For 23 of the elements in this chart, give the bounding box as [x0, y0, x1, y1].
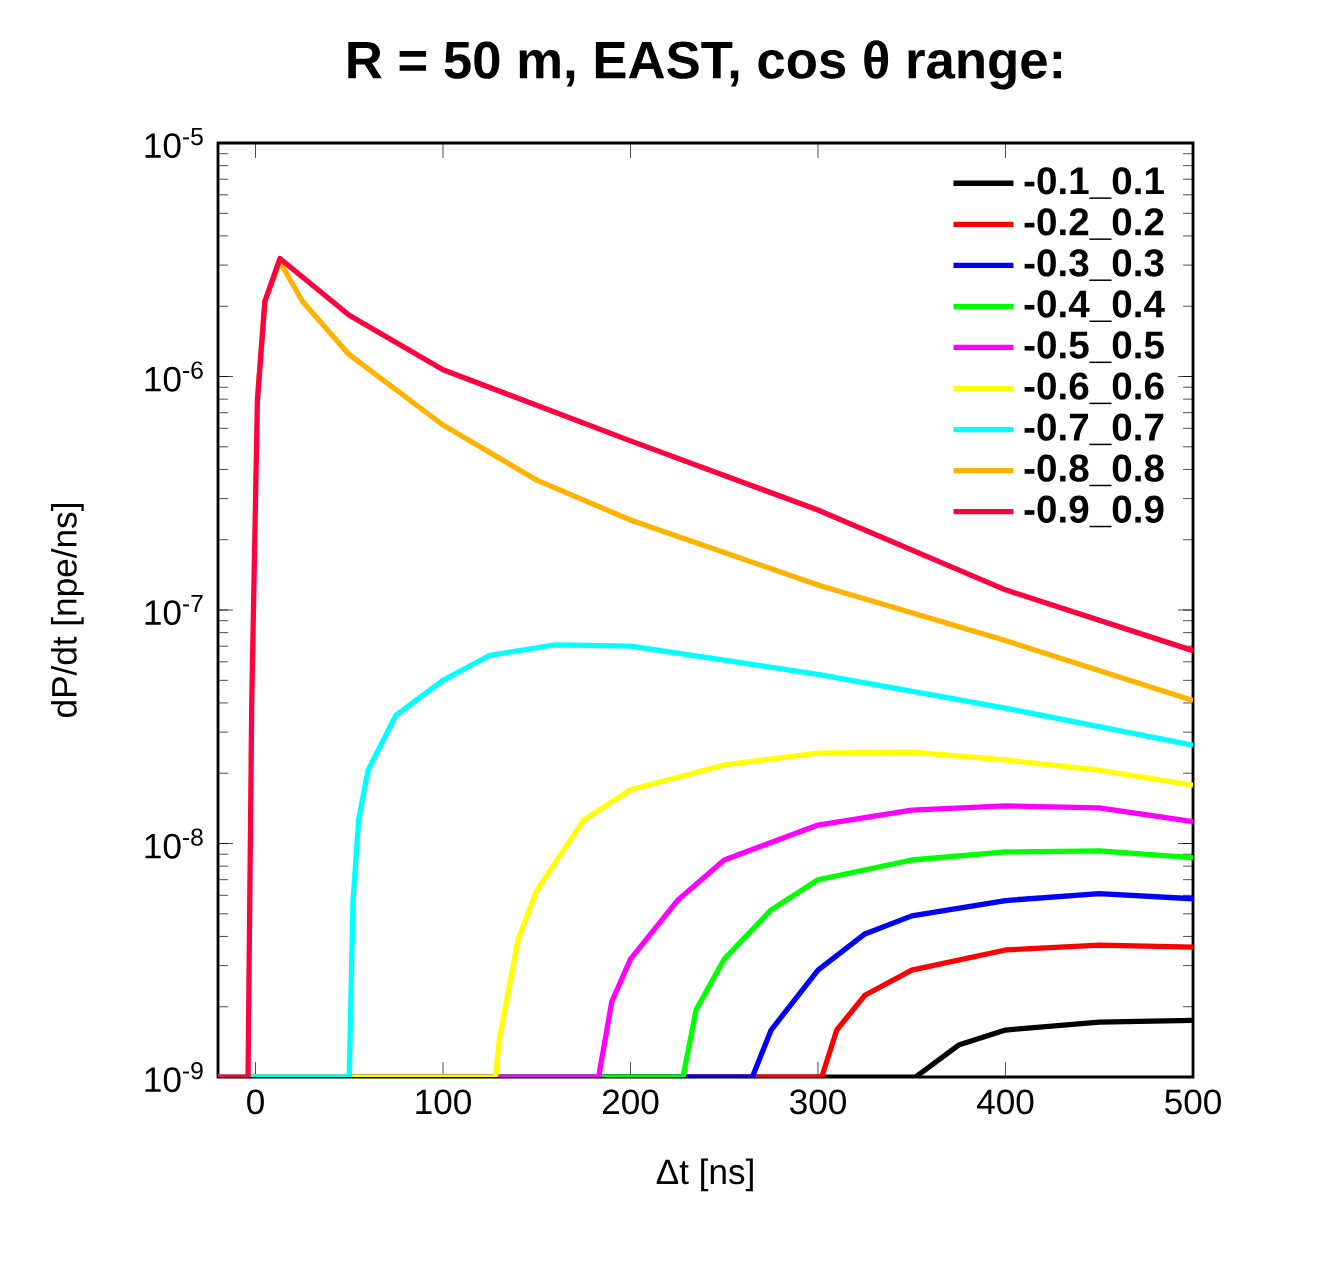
legend-label: -0.5_0.5: [1024, 331, 1164, 364]
x-tick-label: 100: [416, 1089, 471, 1115]
legend-label: -0.6_0.6: [1024, 372, 1164, 405]
y-axis-title: dP/dt [npe/ns]: [50, 504, 84, 717]
x-tick-label: 200: [602, 1089, 659, 1115]
y-tick-label: 10$^{-6}$: [145, 361, 203, 392]
legend-label: -0.4_0.4: [1024, 290, 1165, 323]
legend-label: -0.9_0.9: [1024, 495, 1164, 528]
x-axis-title: Δt [ns]: [656, 1158, 753, 1192]
y-tick-label: 10$^{-8}$: [145, 828, 203, 859]
chart-title: R = 50 m, EAST, cos θ range:: [348, 40, 1062, 90]
y-tick-label: 10$^{-5}$: [145, 128, 203, 159]
y-tick-label: 10$^{-7}$: [145, 595, 203, 626]
x-tick-label: 300: [790, 1089, 846, 1115]
x-tick-label: 0: [247, 1089, 264, 1115]
legend-label: -0.1_0.1: [1024, 167, 1164, 199]
legend-label: -0.7_0.7: [1024, 413, 1164, 446]
x-tick-label: 400: [977, 1089, 1034, 1115]
legend-label: -0.2_0.2: [1024, 208, 1164, 240]
y-tick-label: 10$^{-9}$: [145, 1061, 203, 1093]
legend-label: -0.8_0.8: [1024, 454, 1164, 487]
legend-label: -0.3_0.3: [1024, 249, 1164, 281]
x-tick-label: 500: [1165, 1089, 1221, 1115]
